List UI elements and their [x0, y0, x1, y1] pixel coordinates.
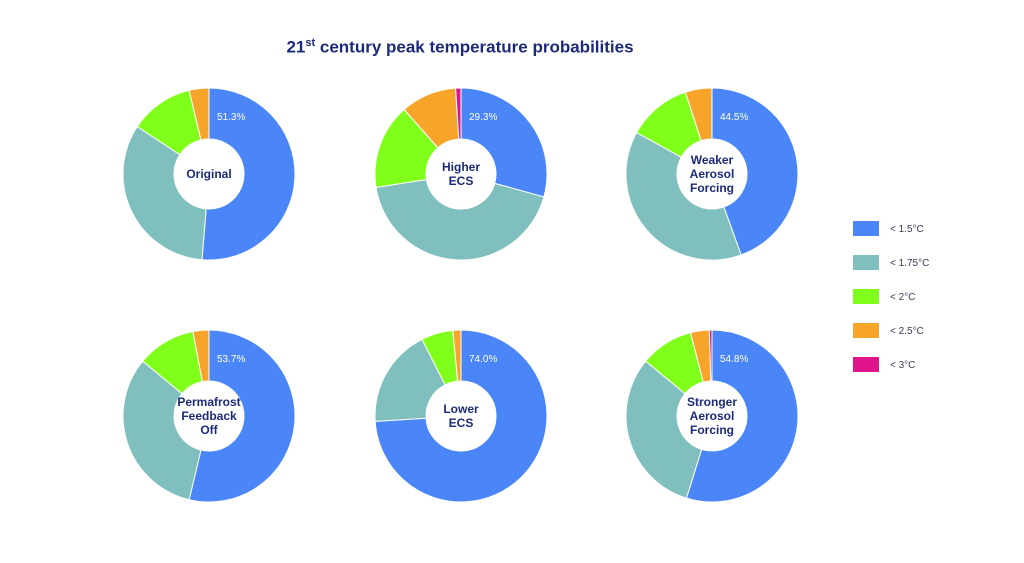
legend-label: < 3°C — [890, 360, 915, 371]
donut-center-label: Weaker — [691, 153, 734, 167]
legend-label: < 2.5°C — [890, 326, 924, 337]
legend-swatch-1-75-c — [853, 255, 879, 270]
donut-center-label: Off — [200, 423, 218, 437]
donut-center-label: Aerosol — [690, 167, 735, 181]
slice-weaker-aerosol-forcing-2-5-c — [684, 87, 713, 142]
donut-original: 51.3% Original — [122, 87, 296, 261]
slice-higher-ecs-3-c — [455, 87, 462, 140]
slice-value-label: 44.5% — [720, 112, 748, 123]
slice-original-2-5-c — [188, 87, 210, 141]
slice-value-label: 54.8% — [720, 354, 748, 365]
donut-center-label: ECS — [449, 174, 474, 188]
donut-center-label: Lower — [443, 402, 479, 416]
slice-permafrost-feedback-off-2-5-c — [192, 329, 210, 383]
donut-center-label: Permafrost — [177, 395, 240, 409]
legend-label: < 1.5°C — [890, 224, 924, 235]
chart-title-prefix: 21 — [286, 37, 306, 57]
donut-center-label: Feedback — [181, 409, 237, 423]
chart-title: 21st century peak temperature probabilit… — [0, 37, 920, 58]
chart-title-suffix: century peak temperature probabilities — [315, 37, 634, 57]
slice-value-label: 74.0% — [469, 354, 497, 365]
legend-swatch-1-5-c — [853, 221, 879, 236]
donut-center-label: Forcing — [690, 181, 734, 195]
slice-permafrost-feedback-off-1-5-c — [188, 329, 296, 503]
donut-center-label: Forcing — [690, 423, 734, 437]
donut-center-label: Stronger — [687, 395, 737, 409]
slice-original-1-75-c — [122, 125, 207, 261]
slice-weaker-aerosol-forcing-1-75-c — [625, 131, 742, 261]
legend-swatch-2-c — [853, 289, 879, 304]
slice-stronger-aerosol-forcing-1-5-c — [685, 329, 799, 503]
donut-center-label: ECS — [449, 416, 474, 430]
slice-stronger-aerosol-forcing-3-c — [708, 329, 713, 382]
legend-swatch-3-c — [853, 357, 879, 372]
slice-value-label: 29.3% — [469, 112, 497, 123]
chart-title-superscript: st — [305, 37, 316, 49]
legend-label: < 1.75°C — [890, 258, 929, 269]
legend-swatch-2-5-c — [853, 323, 879, 338]
legend: < 1.5°C < 1.75°C < 2°C < 2.5°C < 3°C — [853, 221, 929, 372]
slice-stronger-aerosol-forcing-1-75-c — [625, 360, 703, 499]
slice-original-1-5-c — [201, 87, 296, 261]
slice-permafrost-feedback-off-1-75-c — [122, 360, 202, 501]
donut-center-label: Original — [186, 167, 231, 181]
slice-higher-ecs-1-5-c — [460, 87, 548, 198]
slice-weaker-aerosol-forcing-1-5-c — [711, 87, 799, 256]
slice-higher-ecs-1-75-c — [375, 178, 545, 261]
legend-label: < 2°C — [890, 292, 915, 303]
slice-value-label: 53.7% — [217, 354, 245, 365]
donut-center-label: Higher — [442, 160, 480, 174]
donut-center-label: Aerosol — [690, 409, 735, 423]
slice-lower-ecs-1-5-c — [374, 329, 548, 503]
slice-value-label: 51.3% — [217, 112, 245, 123]
slice-lower-ecs-2-5-c — [452, 329, 462, 382]
